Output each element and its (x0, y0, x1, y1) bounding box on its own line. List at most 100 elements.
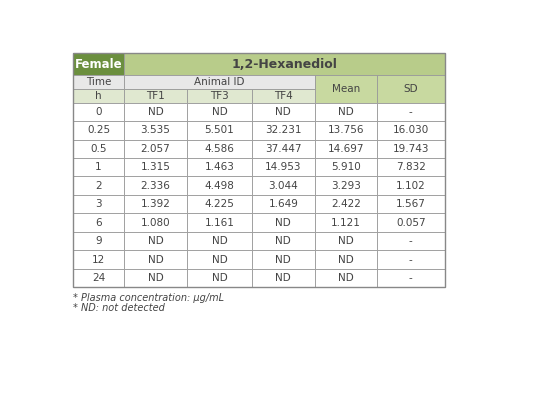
Text: ND: ND (338, 273, 354, 283)
Bar (124, 89, 187, 103)
Bar (251, 213, 315, 232)
Bar (315, 251, 377, 269)
Bar (377, 75, 445, 103)
Text: ND: ND (148, 107, 163, 117)
Text: 1.392: 1.392 (141, 199, 170, 209)
Bar (377, 158, 445, 176)
Text: -: - (409, 107, 413, 117)
Bar (187, 158, 251, 176)
Bar (74, 140, 124, 158)
Text: 14.697: 14.697 (328, 144, 365, 154)
Bar (74, 53, 445, 287)
Text: 4.498: 4.498 (205, 181, 234, 191)
Text: Mean: Mean (332, 84, 360, 94)
Text: 6: 6 (95, 218, 102, 228)
Text: 5.501: 5.501 (205, 125, 234, 135)
Bar (377, 176, 445, 195)
Text: 1.080: 1.080 (141, 218, 170, 228)
Bar (251, 176, 315, 195)
Text: * Plasma concentration: μg/mL: * Plasma concentration: μg/mL (74, 293, 224, 303)
Bar (377, 121, 445, 140)
Bar (74, 121, 124, 140)
Bar (124, 121, 187, 140)
Text: 2.336: 2.336 (141, 181, 170, 191)
Bar (315, 75, 377, 103)
Bar (187, 121, 251, 140)
Bar (377, 251, 445, 269)
Bar (315, 269, 377, 287)
Bar (315, 158, 377, 176)
Bar (74, 53, 124, 75)
Text: -: - (409, 255, 413, 265)
Text: ND: ND (275, 273, 291, 283)
Bar (315, 195, 377, 213)
Text: 1.102: 1.102 (396, 181, 426, 191)
Text: ND: ND (148, 236, 163, 246)
Bar (251, 121, 315, 140)
Bar (187, 103, 251, 121)
Bar (74, 232, 124, 251)
Text: 1: 1 (95, 162, 102, 172)
Text: 0.5: 0.5 (90, 144, 107, 154)
Bar (377, 140, 445, 158)
Bar (187, 140, 251, 158)
Bar (251, 195, 315, 213)
Text: 3.535: 3.535 (141, 125, 170, 135)
Text: ND: ND (275, 255, 291, 265)
Text: 3.044: 3.044 (268, 181, 298, 191)
Text: 2.422: 2.422 (331, 199, 361, 209)
Text: 16.030: 16.030 (393, 125, 429, 135)
Text: 14.953: 14.953 (265, 162, 302, 172)
Text: 9: 9 (95, 236, 102, 246)
Bar (124, 213, 187, 232)
Bar (315, 121, 377, 140)
Bar (124, 232, 187, 251)
Text: ND: ND (275, 236, 291, 246)
Bar (187, 269, 251, 287)
Text: 0: 0 (95, 107, 102, 117)
Text: ND: ND (212, 273, 227, 283)
Bar (377, 269, 445, 287)
Text: 3: 3 (95, 199, 102, 209)
Text: ND: ND (338, 236, 354, 246)
Text: 1,2-Hexanediol: 1,2-Hexanediol (231, 57, 337, 71)
Bar (377, 103, 445, 121)
Bar (124, 176, 187, 195)
Text: ND: ND (275, 107, 291, 117)
Text: * ND: not detected: * ND: not detected (74, 303, 165, 313)
Bar (74, 103, 124, 121)
Bar (251, 89, 315, 103)
Bar (124, 53, 445, 75)
Text: -: - (409, 273, 413, 283)
Bar (187, 176, 251, 195)
Text: 1.567: 1.567 (396, 199, 426, 209)
Text: TF3: TF3 (210, 91, 229, 101)
Text: 32.231: 32.231 (265, 125, 302, 135)
Text: 5.910: 5.910 (331, 162, 361, 172)
Text: 3.293: 3.293 (331, 181, 361, 191)
Text: 13.756: 13.756 (328, 125, 365, 135)
Bar (251, 232, 315, 251)
Bar (251, 103, 315, 121)
Text: ND: ND (338, 255, 354, 265)
Text: -: - (409, 236, 413, 246)
Text: 19.743: 19.743 (393, 144, 429, 154)
Text: 24: 24 (92, 273, 105, 283)
Text: SD: SD (403, 84, 418, 94)
Bar (124, 195, 187, 213)
Text: ND: ND (212, 107, 227, 117)
Text: 1.315: 1.315 (141, 162, 170, 172)
Text: 7.832: 7.832 (396, 162, 426, 172)
Text: 4.586: 4.586 (205, 144, 234, 154)
Text: 1.649: 1.649 (268, 199, 298, 209)
Bar (187, 251, 251, 269)
Text: ND: ND (148, 273, 163, 283)
Text: Time: Time (86, 77, 111, 87)
Bar (74, 269, 124, 287)
Bar (251, 140, 315, 158)
Bar (377, 213, 445, 232)
Bar (187, 213, 251, 232)
Text: 2: 2 (95, 181, 102, 191)
Text: ND: ND (338, 107, 354, 117)
Bar (315, 103, 377, 121)
